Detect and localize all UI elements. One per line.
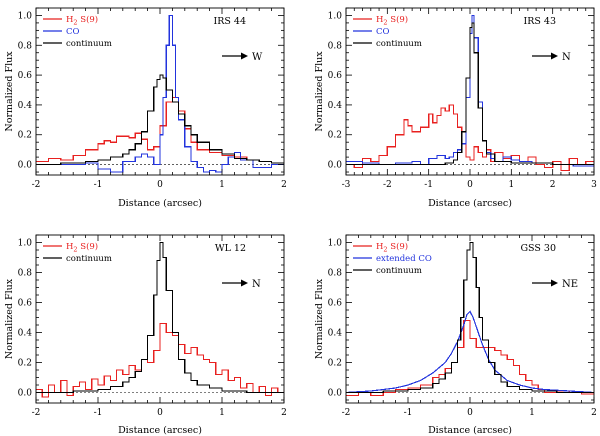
legend-label: extended CO <box>376 254 432 264</box>
series-continuum <box>346 22 594 166</box>
panel-irs-43: -3 -2 -1 0 1 2 3 0.0 0.2 0.4 0.6 0.8 1.0 Distance (ar… <box>314 7 597 209</box>
legend-label: continuum <box>66 39 112 49</box>
panel-gss-30: -2 -1 0 1 2 0.0 0.2 0.4 0.6 0.8 1.0 Distance (arcse… <box>314 234 597 436</box>
y-tick-label: 0.2 <box>328 131 342 141</box>
direction-label: W <box>252 52 263 63</box>
y-tick-label: 0.4 <box>18 329 33 339</box>
y-axis-label: Normalized Flux <box>4 278 15 359</box>
y-axis-label: Normalized Flux <box>4 51 15 132</box>
x-tick-label: 2 <box>550 180 556 190</box>
x-axis-label: Distance (arcsec) <box>428 198 512 209</box>
series-h2-s-9 <box>36 322 284 398</box>
x-tick-label: 1 <box>219 180 225 190</box>
y-tick-label: 0.0 <box>18 161 33 171</box>
x-axis-label: Distance (arcsec) <box>118 425 202 436</box>
x-tick-label: 3 <box>591 180 597 190</box>
legend-label: H2 S(9) <box>376 241 408 254</box>
direction-label: N <box>252 279 261 290</box>
y-tick-label: 1.0 <box>18 239 33 249</box>
panel-title: GSS 30 <box>520 243 556 254</box>
panel-title: IRS 43 <box>523 16 556 27</box>
x-axis-label: Distance (arcsec) <box>118 198 202 209</box>
y-tick-label: 0.6 <box>328 299 343 309</box>
x-tick-label: -3 <box>342 180 351 190</box>
series-group <box>346 14 594 172</box>
panel-title: WL 12 <box>215 243 246 254</box>
legend-label: H2 S(9) <box>66 241 98 254</box>
y-tick-label: 0.0 <box>328 161 343 171</box>
series-co <box>36 14 284 173</box>
series-h2-s-9 <box>36 96 284 165</box>
series-continuum <box>36 241 284 394</box>
panel-wl-12: -2 -1 0 1 2 0.0 0.2 0.4 0.6 0.8 1.0 Distance (arcse… <box>4 234 287 436</box>
x-tick-label: -1 <box>94 408 103 418</box>
x-tick-label: -1 <box>94 180 103 190</box>
x-tick-label: -1 <box>424 180 433 190</box>
x-tick-label: 2 <box>591 408 597 418</box>
series-group <box>346 241 594 397</box>
legend-label: H2 S(9) <box>66 14 98 27</box>
series-h2-s-9 <box>346 319 594 397</box>
series-group <box>36 14 284 173</box>
legend-label: CO <box>376 27 390 37</box>
y-tick-label: 0.6 <box>328 71 343 81</box>
y-tick-label: 1.0 <box>18 11 33 21</box>
direction-arrowhead <box>241 279 248 287</box>
y-tick-label: 1.0 <box>328 239 343 249</box>
y-tick-label: 0.0 <box>18 389 33 399</box>
y-tick-label: 0.4 <box>18 101 33 111</box>
y-tick-label: 0.2 <box>328 359 342 369</box>
x-tick-label: -2 <box>342 408 351 418</box>
y-tick-label: 0.0 <box>328 389 343 399</box>
y-tick-label: 0.8 <box>18 41 33 51</box>
x-tick-label: 2 <box>281 180 287 190</box>
y-tick-label: 0.8 <box>328 269 343 279</box>
x-tick-label: 0 <box>157 408 163 418</box>
direction-label: N <box>562 52 571 63</box>
x-tick-label: 1 <box>508 180 514 190</box>
x-tick-label: 0 <box>157 180 163 190</box>
y-axis-label: Normalized Flux <box>314 51 325 132</box>
x-tick-label: -2 <box>383 180 392 190</box>
legend-label: CO <box>66 27 80 37</box>
x-tick-label: 0 <box>467 408 473 418</box>
x-tick-label: 2 <box>281 408 287 418</box>
direction-arrowhead <box>551 279 558 287</box>
legend-label: continuum <box>376 39 422 49</box>
x-tick-label: 1 <box>219 408 225 418</box>
series-group <box>36 241 284 398</box>
y-tick-label: 1.0 <box>328 11 343 21</box>
series-h2-s-9 <box>346 104 594 172</box>
series-continuum <box>36 74 284 166</box>
x-tick-label: -2 <box>32 180 41 190</box>
x-tick-label: -1 <box>404 408 413 418</box>
x-tick-label: 0 <box>467 180 473 190</box>
x-tick-label: -2 <box>32 408 41 418</box>
direction-arrowhead <box>241 52 248 60</box>
legend-label: H2 S(9) <box>376 14 408 27</box>
y-axis-label: Normalized Flux <box>314 278 325 359</box>
legend-label: continuum <box>376 266 422 276</box>
y-tick-label: 0.8 <box>18 269 33 279</box>
y-tick-label: 0.8 <box>328 41 343 51</box>
y-tick-label: 0.2 <box>18 359 32 369</box>
y-tick-label: 0.6 <box>18 71 33 81</box>
x-axis-label: Distance (arcsec) <box>428 425 512 436</box>
y-tick-label: 0.4 <box>328 329 343 339</box>
panel-irs-44: -2 -1 0 1 2 0.0 0.2 0.4 0.6 0.8 1.0 Distance (arcse… <box>4 7 287 209</box>
series-continuum <box>346 241 594 394</box>
y-tick-label: 0.4 <box>328 101 343 111</box>
legend-label: continuum <box>66 254 112 264</box>
series-extended-co <box>346 310 594 394</box>
y-tick-label: 0.6 <box>18 299 33 309</box>
direction-label: NE <box>562 279 578 290</box>
panel-title: IRS 44 <box>213 16 246 27</box>
x-tick-label: 1 <box>529 408 535 418</box>
direction-arrowhead <box>551 52 558 60</box>
y-tick-label: 0.2 <box>18 131 32 141</box>
